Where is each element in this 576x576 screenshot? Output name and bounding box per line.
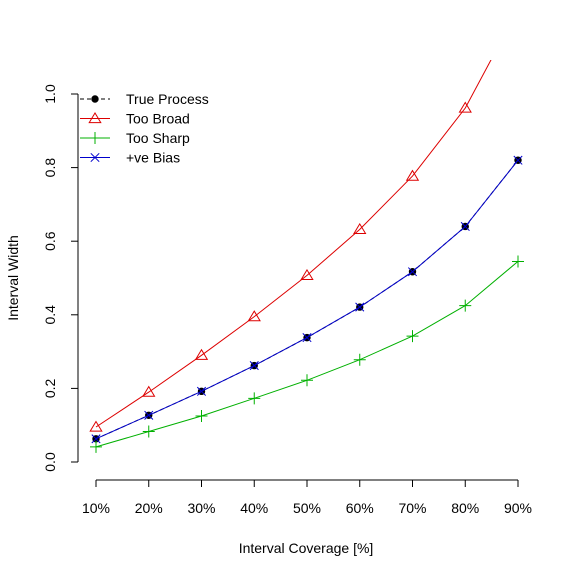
legend-label: +ve Bias [126,150,180,166]
series-line [95,159,519,440]
legend-marker [89,132,101,144]
data-point [353,222,367,235]
axes: 10% 20% 30% 40% 50% 60% 70% 80% 90% 0.0 0.2 0.4 0.6 0… [42,84,532,516]
series-line [95,261,519,448]
data-point [144,410,154,420]
legend-marker [91,95,99,103]
series-layer [89,4,524,453]
data-point [90,440,102,453]
y-tick-label: 0.4 [42,305,58,325]
data-point [458,101,472,113]
data-point [89,420,103,432]
data-point [142,425,155,438]
data-point [300,268,314,281]
data-point [195,410,208,422]
data-point [406,330,419,343]
legend-marker [88,112,102,124]
data-point [512,255,524,268]
y-tick-label: 0.0 [42,452,58,472]
x-tick-label: 60% [346,500,374,516]
legend-marker [90,152,100,163]
series-0 [92,156,522,443]
data-point [142,385,156,397]
legend-label: Too Broad [126,111,190,127]
legend-item: True Process [80,91,209,107]
data-point [91,434,101,444]
data-point [459,299,472,312]
legend-item: +ve Bias [80,150,180,166]
data-point [247,310,261,322]
y-tick-label: 0.6 [42,231,58,251]
data-point [355,302,365,312]
data-point [513,155,523,165]
data-point [353,353,366,366]
y-tick-label: 1.0 [42,84,58,104]
x-tick-label: 30% [187,500,215,516]
data-point [248,392,261,405]
legend-label: Too Sharp [126,130,190,146]
legend-label: True Process [126,91,209,107]
y-axis-title: Interval Width [5,235,21,321]
data-point [512,4,524,14]
legend-item: Too Sharp [80,130,190,146]
x-tick-label: 80% [451,500,479,516]
x-tick-label: 50% [293,500,321,516]
legend: True Process Too Broad Too Sharp +ve Bias [80,91,209,166]
data-point [302,333,312,343]
x-tick-label: 10% [82,500,110,516]
x-tick-label: 20% [135,500,163,516]
data-point [194,348,209,360]
data-point [249,361,259,371]
y-tick-label: 0.2 [42,378,58,398]
series-2 [90,255,524,453]
series-line [95,159,519,440]
series-line [95,60,492,428]
series-3 [91,155,523,444]
x-tick-label: 90% [504,500,532,516]
x-tick-label: 70% [398,500,426,516]
x-tick-label: 40% [240,500,268,516]
data-point [196,386,207,396]
data-point [407,267,418,277]
y-tick-label: 0.8 [42,158,58,178]
legend-item: Too Broad [80,111,190,127]
x-axis-title: Interval Coverage [%] [239,540,374,556]
data-point [460,221,470,232]
data-point [301,374,313,387]
series-1 [89,4,524,432]
data-point [405,169,420,181]
